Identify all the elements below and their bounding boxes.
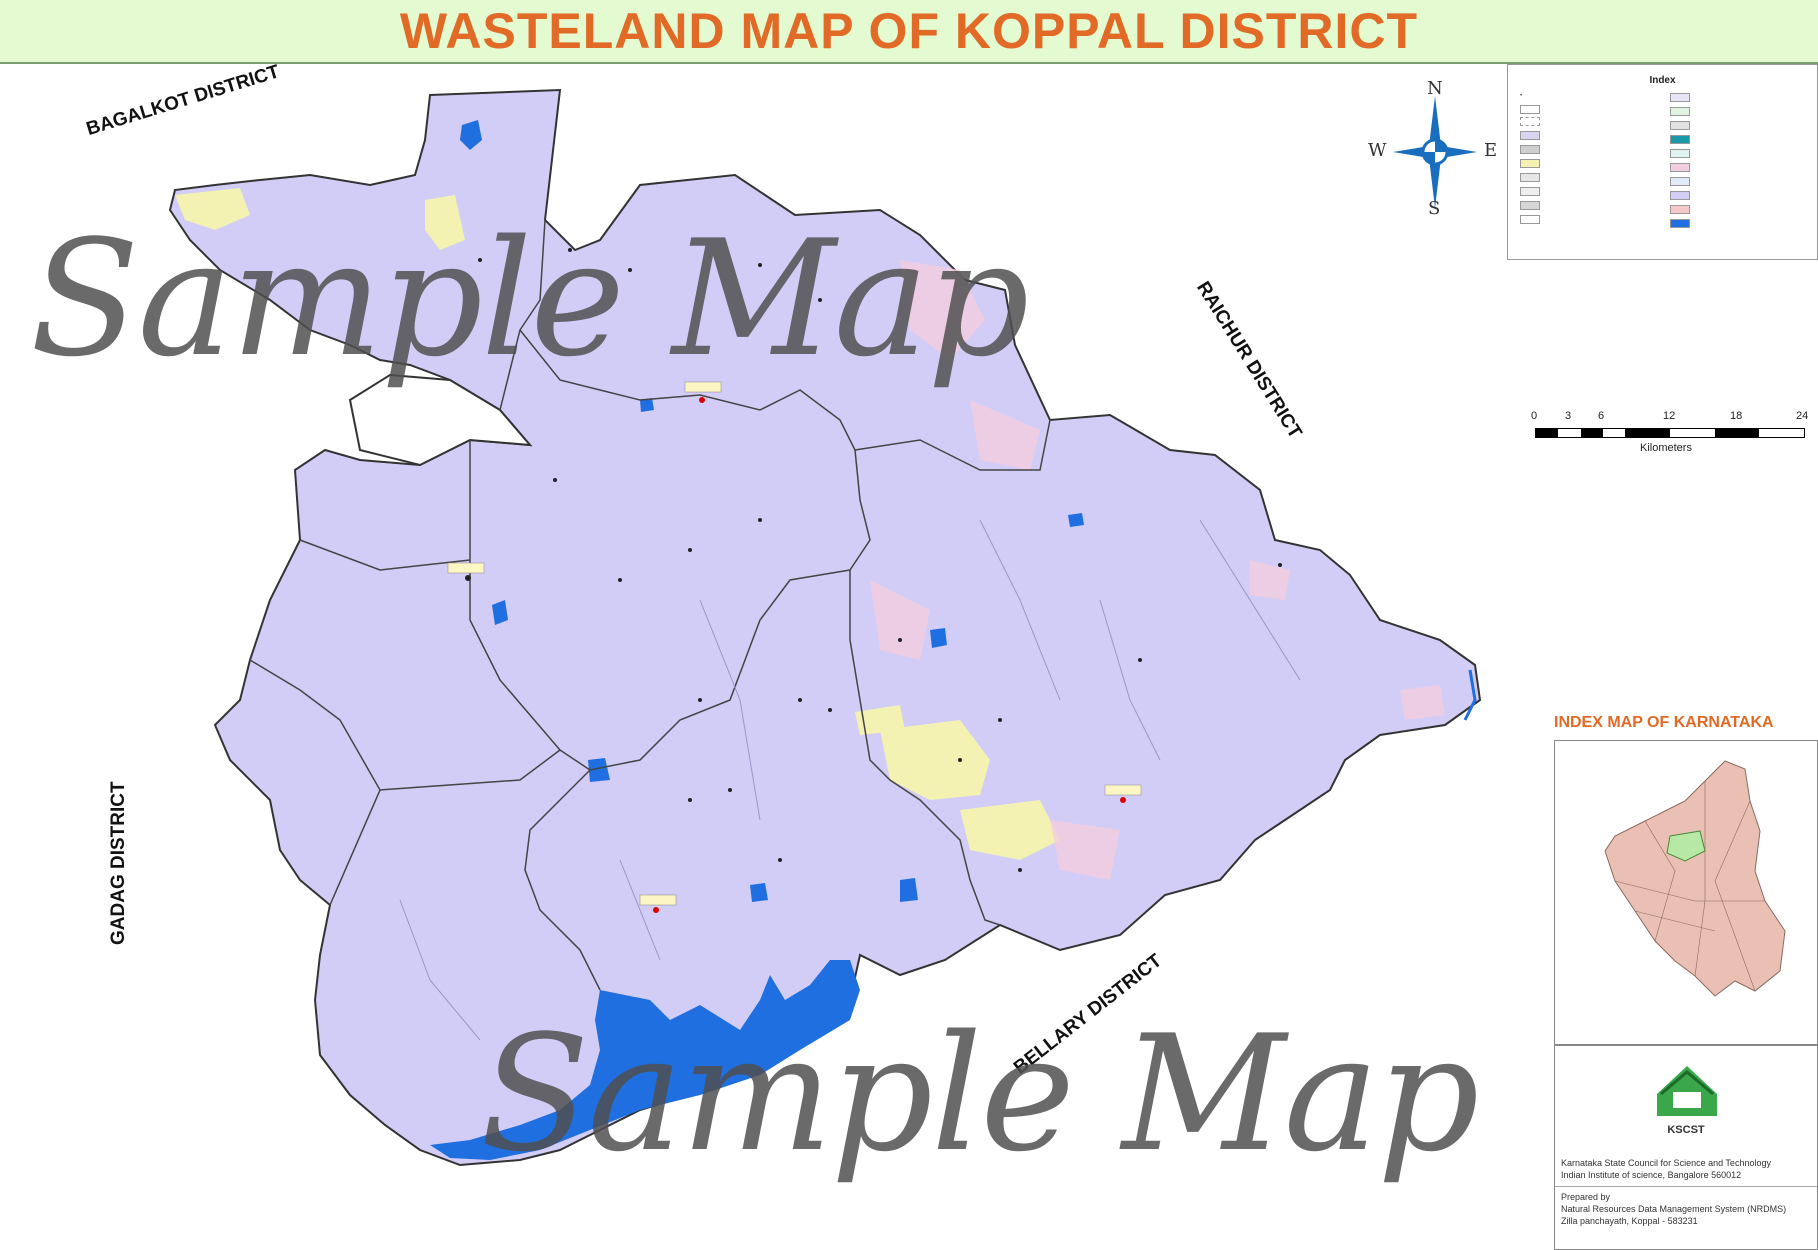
legend-panel: Index •	[1507, 64, 1818, 260]
tank-north	[460, 120, 482, 150]
scrub-patch-north	[425, 195, 465, 250]
reservoir	[430, 960, 860, 1160]
pink-patch-3	[870, 580, 930, 660]
koppal-district-area	[168, 88, 1482, 1167]
river-east	[1463, 669, 1477, 721]
scale-tick-3: 3	[1565, 410, 1572, 422]
compass-s: S	[1428, 198, 1441, 219]
pink-patch-2	[970, 400, 1040, 470]
index-map-panel	[1554, 740, 1818, 1045]
pink-patch-5	[1400, 685, 1445, 720]
village-dots	[478, 248, 1282, 872]
tank-5	[750, 883, 768, 902]
pink-patch-6	[1250, 560, 1290, 600]
scale-tick-24: 24	[1796, 410, 1809, 422]
org-line-3: Natural Resources Data Management System…	[1561, 1204, 1787, 1214]
watermark-bottom: Sample Map	[480, 1000, 1479, 1187]
scale-unit: Kilometers	[1640, 442, 1692, 454]
tank-3	[930, 628, 947, 648]
compass-n: N	[1427, 78, 1443, 99]
tank-2	[588, 758, 610, 782]
settlement-markers	[447, 381, 1142, 913]
district-map	[168, 88, 1482, 1167]
watermark-top: Sample Map	[30, 205, 1029, 392]
org-line-2: Indian Institute of science, Bangalore 5…	[1561, 1170, 1742, 1180]
compass-e: E	[1484, 140, 1498, 161]
info-divider	[1555, 1186, 1817, 1187]
org-abbr: KSCST	[1667, 1124, 1705, 1136]
tank-1	[492, 600, 508, 625]
scrub-patch-central	[880, 720, 990, 800]
scale-bar	[1535, 428, 1805, 438]
scale-tick-18: 18	[1730, 410, 1743, 422]
gadag-label: GADAG DISTRICT	[108, 781, 129, 945]
org-line-4: Zilla panchayath, Koppal - 583231	[1561, 1216, 1698, 1226]
scrub-patch-south	[960, 800, 1060, 860]
scale-tick-12: 12	[1663, 410, 1676, 422]
scrub-patch-west	[175, 188, 250, 230]
legend-title: Index	[1649, 75, 1676, 86]
north-arrow	[1393, 96, 1477, 208]
pink-patch-4	[1050, 820, 1120, 880]
prepared-by: Prepared by	[1561, 1192, 1611, 1202]
tank-6	[640, 398, 654, 412]
karnataka-index-map	[1604, 760, 1786, 997]
kscst-logo	[1657, 1066, 1717, 1116]
scrub-patch-east	[855, 705, 905, 735]
org-line-1: Karnataka State Council for Science and …	[1561, 1158, 1771, 1168]
index-map-title: INDEX MAP OF KARNATAKA	[1554, 714, 1774, 731]
map-title: WASTELAND MAP OF KOPPAL DISTRICT	[399, 3, 1419, 59]
tank-7	[1068, 513, 1084, 527]
scale-tick-6: 6	[1598, 410, 1605, 422]
scale-tick-0: 0	[1531, 410, 1538, 422]
compass-w: W	[1368, 140, 1387, 161]
taluk-boundaries	[249, 219, 1051, 991]
organisation-panel: KSCST Karnataka State Council for Scienc…	[1554, 1045, 1818, 1250]
tank-4	[900, 878, 918, 902]
pink-patch-1	[900, 260, 985, 360]
streams	[399, 519, 1301, 1041]
title-bar: WASTELAND MAP OF KOPPAL DISTRICT	[0, 0, 1818, 64]
